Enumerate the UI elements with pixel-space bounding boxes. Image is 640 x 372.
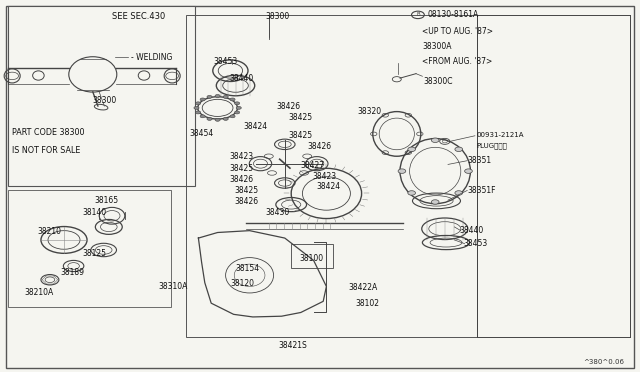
Text: 38453: 38453 bbox=[213, 57, 237, 66]
Bar bbox=[8, 6, 195, 186]
Circle shape bbox=[408, 191, 415, 195]
Text: 38102: 38102 bbox=[355, 299, 380, 308]
Text: 38454: 38454 bbox=[189, 129, 214, 138]
Circle shape bbox=[465, 169, 472, 173]
Text: 38430: 38430 bbox=[266, 208, 290, 217]
Circle shape bbox=[196, 102, 201, 105]
Circle shape bbox=[408, 147, 415, 151]
Text: 38421S: 38421S bbox=[278, 341, 307, 350]
Text: <FROM AUG. '87>: <FROM AUG. '87> bbox=[422, 57, 493, 66]
Text: 38210: 38210 bbox=[37, 227, 61, 236]
Bar bbox=[186, 15, 477, 337]
Circle shape bbox=[398, 169, 406, 173]
Text: 38427: 38427 bbox=[301, 161, 325, 170]
Text: 38300C: 38300C bbox=[424, 77, 453, 86]
Text: 38423: 38423 bbox=[312, 172, 337, 181]
Circle shape bbox=[234, 111, 239, 114]
Circle shape bbox=[196, 111, 201, 114]
Text: 38440: 38440 bbox=[460, 226, 484, 235]
Text: 08130-8161A: 08130-8161A bbox=[428, 10, 479, 19]
Text: IS NOT FOR SALE: IS NOT FOR SALE bbox=[12, 146, 80, 155]
Text: 38351F: 38351F bbox=[467, 186, 496, 195]
Circle shape bbox=[223, 118, 228, 121]
Bar bbox=[291, 244, 333, 268]
Circle shape bbox=[431, 138, 439, 142]
Circle shape bbox=[200, 115, 205, 118]
Text: 38440: 38440 bbox=[229, 74, 253, 83]
Text: 38426: 38426 bbox=[307, 142, 332, 151]
Text: 38140: 38140 bbox=[82, 208, 106, 217]
Text: 38426: 38426 bbox=[234, 197, 259, 206]
Circle shape bbox=[200, 98, 205, 101]
Text: 38422A: 38422A bbox=[349, 283, 378, 292]
Circle shape bbox=[194, 106, 199, 109]
Text: 38453: 38453 bbox=[463, 239, 488, 248]
Text: SEE SEC.430: SEE SEC.430 bbox=[112, 12, 165, 21]
Circle shape bbox=[230, 98, 235, 101]
Circle shape bbox=[223, 95, 228, 98]
Text: ^380^0.06: ^380^0.06 bbox=[583, 359, 624, 365]
Text: 38425: 38425 bbox=[234, 186, 259, 195]
Text: 38120: 38120 bbox=[230, 279, 254, 288]
Circle shape bbox=[455, 147, 463, 151]
Text: 38125: 38125 bbox=[82, 249, 106, 258]
Text: 38425: 38425 bbox=[229, 164, 253, 173]
Text: 38424: 38424 bbox=[317, 182, 341, 191]
Text: 38100: 38100 bbox=[300, 254, 324, 263]
Text: 38426: 38426 bbox=[276, 102, 301, 110]
Circle shape bbox=[230, 115, 235, 118]
Text: 38426: 38426 bbox=[229, 175, 253, 184]
Circle shape bbox=[215, 118, 220, 121]
Text: - WELDING: - WELDING bbox=[131, 53, 173, 62]
Text: B: B bbox=[416, 12, 420, 17]
Text: 00931-2121A: 00931-2121A bbox=[476, 132, 524, 138]
Text: 38423: 38423 bbox=[229, 153, 253, 161]
Text: 38300: 38300 bbox=[266, 12, 290, 21]
Text: PLUGプラグ: PLUGプラグ bbox=[476, 142, 507, 149]
Circle shape bbox=[236, 106, 241, 109]
Text: <UP TO AUG. '87>: <UP TO AUG. '87> bbox=[422, 27, 493, 36]
Circle shape bbox=[207, 95, 212, 98]
Text: 38154: 38154 bbox=[236, 264, 260, 273]
Text: 38351: 38351 bbox=[467, 156, 492, 165]
Circle shape bbox=[207, 118, 212, 121]
Text: 38300: 38300 bbox=[93, 96, 117, 105]
Circle shape bbox=[215, 94, 220, 97]
Text: 38165: 38165 bbox=[95, 196, 119, 205]
Text: 38424: 38424 bbox=[243, 122, 268, 131]
Text: 38320: 38320 bbox=[357, 107, 381, 116]
Text: 38425: 38425 bbox=[288, 131, 312, 140]
Circle shape bbox=[431, 200, 439, 204]
Bar bbox=[8, 190, 171, 307]
Text: 38189: 38189 bbox=[61, 268, 84, 277]
Text: 38300A: 38300A bbox=[422, 42, 452, 51]
Text: PART CODE 38300: PART CODE 38300 bbox=[12, 128, 84, 137]
Circle shape bbox=[455, 191, 463, 195]
Text: 38310A: 38310A bbox=[159, 282, 188, 291]
Text: 38210A: 38210A bbox=[24, 288, 54, 296]
Circle shape bbox=[234, 102, 239, 105]
Text: 38425: 38425 bbox=[288, 113, 312, 122]
